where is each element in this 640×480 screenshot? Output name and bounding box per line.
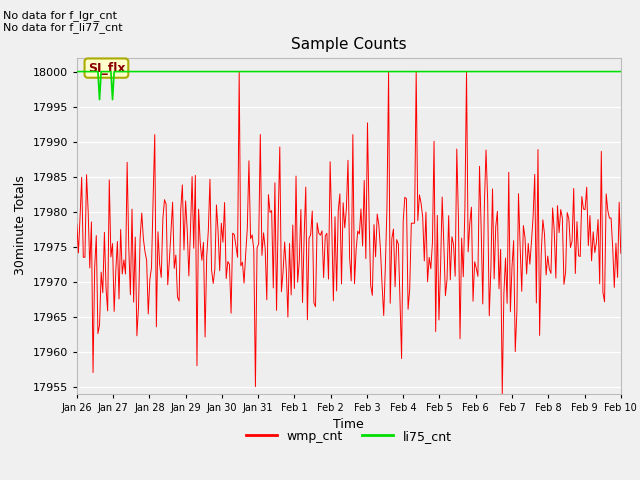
X-axis label: Time: Time — [333, 418, 364, 431]
Y-axis label: 30minute Totals: 30minute Totals — [14, 176, 27, 276]
Title: Sample Counts: Sample Counts — [291, 37, 406, 52]
Text: SI_flx: SI_flx — [88, 61, 125, 74]
Text: No data for f_li77_cnt: No data for f_li77_cnt — [3, 22, 123, 33]
Legend: wmp_cnt, li75_cnt: wmp_cnt, li75_cnt — [241, 425, 457, 448]
Text: No data for f_lgr_cnt: No data for f_lgr_cnt — [3, 11, 117, 22]
